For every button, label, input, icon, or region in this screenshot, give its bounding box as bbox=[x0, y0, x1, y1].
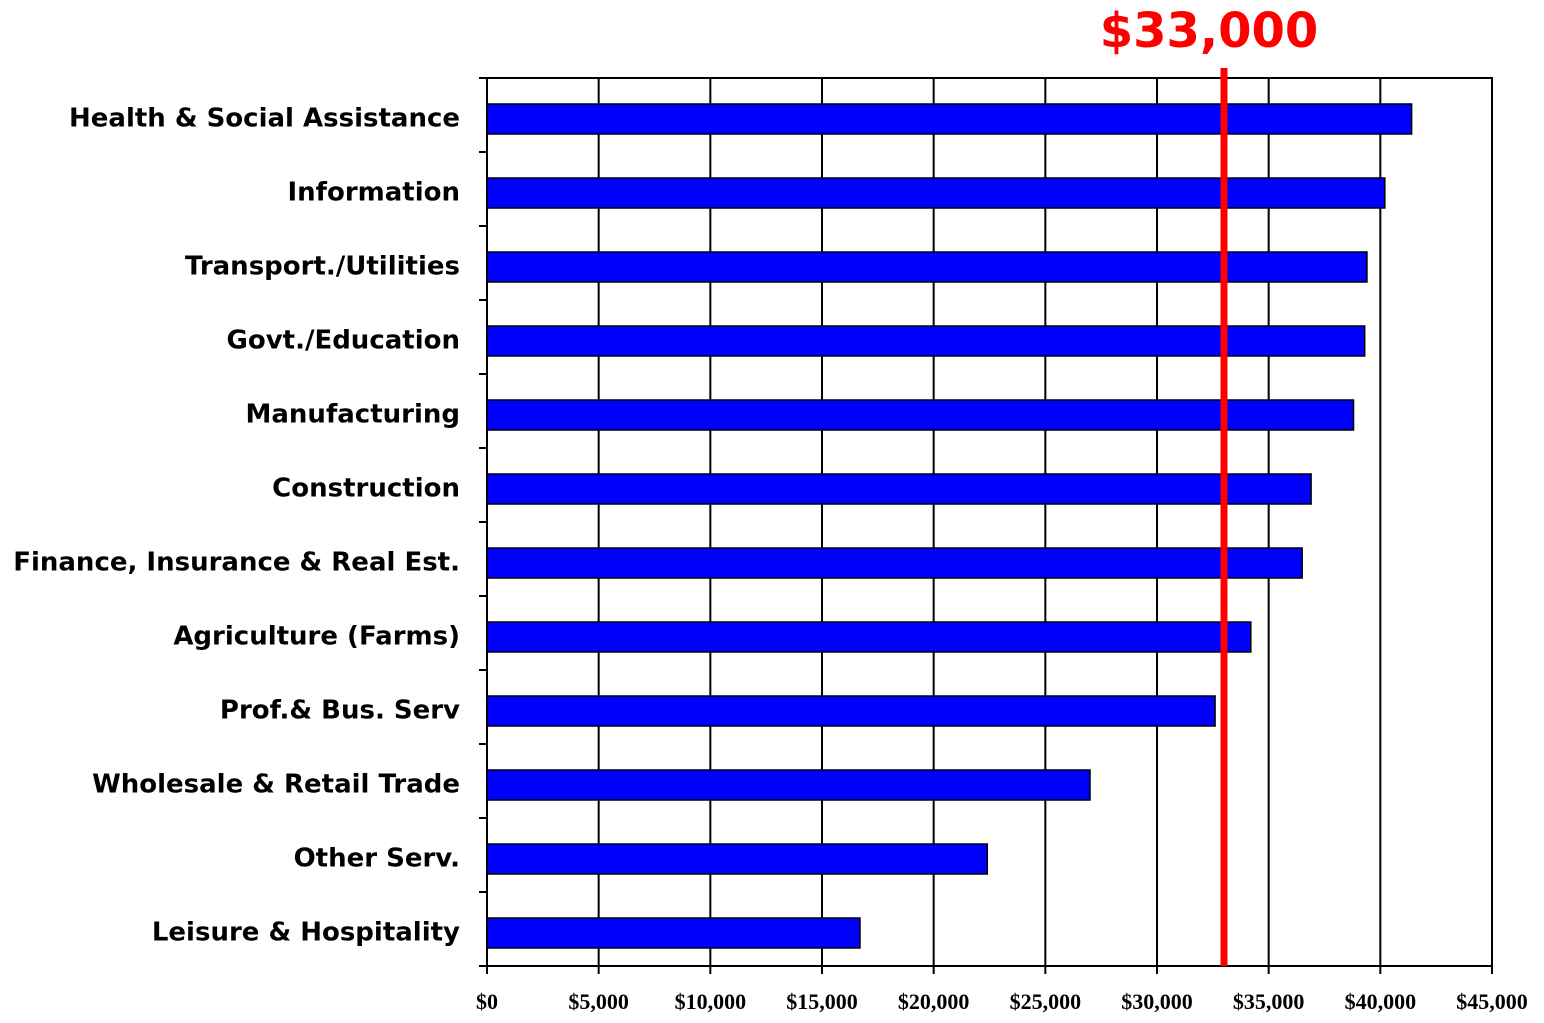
y-tick-label: Finance, Insurance & Real Est. bbox=[13, 548, 460, 578]
bar bbox=[486, 547, 1303, 579]
x-tick-label: $20,000 bbox=[898, 989, 970, 1014]
y-tick-label: Govt./Education bbox=[226, 326, 460, 356]
y-tick-label: Health & Social Assistance bbox=[69, 104, 460, 134]
x-tick-label: $35,000 bbox=[1233, 989, 1305, 1014]
reference-label: $33,000 bbox=[1100, 3, 1319, 59]
x-tick-label: $30,000 bbox=[1121, 989, 1193, 1014]
y-tick-label: Agriculture (Farms) bbox=[173, 622, 460, 652]
y-tick-label: Construction bbox=[272, 474, 460, 504]
x-tick-label: $10,000 bbox=[675, 989, 747, 1014]
bar bbox=[486, 695, 1216, 727]
y-tick-label: Wholesale & Retail Trade bbox=[92, 770, 460, 800]
x-tick-label: $45,000 bbox=[1456, 989, 1528, 1014]
bar bbox=[486, 917, 861, 949]
y-tick-label: Information bbox=[287, 178, 460, 208]
x-tick-label: $40,000 bbox=[1345, 989, 1417, 1014]
y-tick-label: Transport./Utilities bbox=[185, 252, 460, 282]
bar bbox=[486, 621, 1252, 653]
y-tick-label: Prof.& Bus. Serv bbox=[220, 696, 460, 726]
y-tick-label: Manufacturing bbox=[246, 400, 461, 430]
plot-frame bbox=[486, 77, 1493, 967]
bar bbox=[486, 769, 1091, 801]
x-tick-label: $25,000 bbox=[1010, 989, 1082, 1014]
bar bbox=[486, 325, 1366, 357]
bar bbox=[486, 251, 1368, 283]
bar bbox=[486, 103, 1413, 135]
bar bbox=[486, 843, 989, 875]
y-tick-label: Other Serv. bbox=[294, 844, 460, 874]
x-tick-label: $5,000 bbox=[568, 989, 629, 1014]
x-tick-label: $0 bbox=[476, 989, 498, 1014]
bar bbox=[486, 399, 1355, 431]
x-tick-label: $15,000 bbox=[786, 989, 858, 1014]
y-tick-label: Leisure & Hospitality bbox=[152, 918, 460, 948]
bar bbox=[486, 473, 1312, 505]
bar bbox=[486, 177, 1386, 209]
